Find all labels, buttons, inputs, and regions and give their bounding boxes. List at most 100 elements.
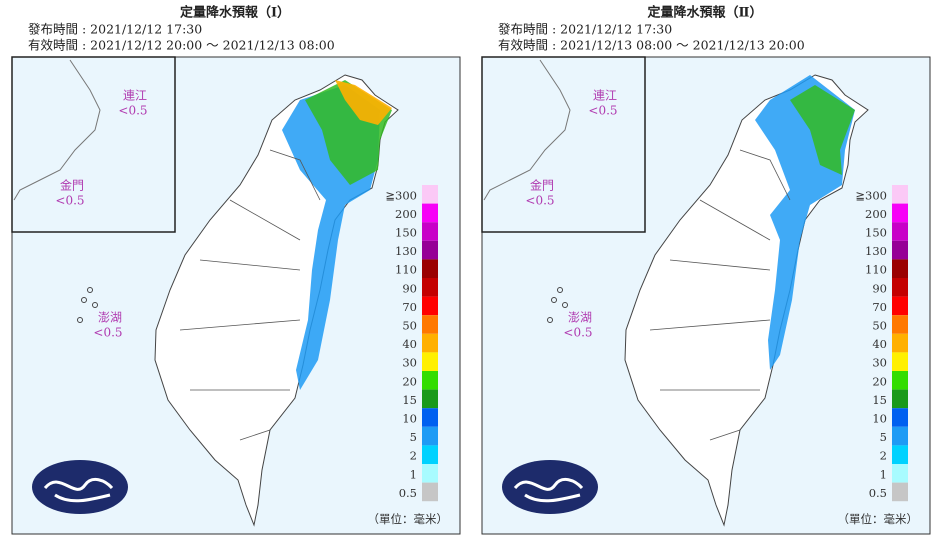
county-lines: [649, 149, 791, 441]
legend-swatch: [422, 185, 438, 204]
inset-value: <0.5: [525, 194, 554, 208]
inset-frame: [481, 56, 646, 233]
legend-label: 90: [872, 281, 887, 295]
legend-label: 10: [402, 412, 417, 426]
cwb-logo-swirl: [43, 477, 114, 503]
legend-label: ≧300: [385, 188, 417, 202]
legend-swatch: [892, 222, 908, 241]
inset-value: <0.5: [55, 194, 84, 208]
panel-title: 定量降水預報（Ⅱ）: [647, 5, 763, 21]
legend-label: 70: [872, 300, 887, 314]
legend-swatch: [422, 389, 438, 409]
legend-label: 40: [402, 337, 417, 351]
legend-swatch: [892, 185, 908, 204]
inset-value: <0.5: [588, 104, 617, 118]
legend-label: 1: [880, 467, 887, 481]
rain-area: [790, 85, 855, 175]
inset-name: 金門: [530, 178, 554, 193]
penghu-island: [562, 302, 568, 308]
china-coast: [483, 59, 571, 201]
legend-swatch: [422, 259, 438, 278]
legend-label: ≧300: [855, 188, 887, 202]
legend-swatch: [422, 278, 438, 297]
inset-frame: [11, 56, 176, 233]
legend-swatch: [422, 352, 438, 371]
legend-swatch: [892, 203, 908, 223]
legend-swatch: [892, 464, 908, 483]
legend-label: 200: [395, 207, 417, 221]
unit-label: （單位：毫米）: [368, 512, 449, 526]
legend-label: 50: [402, 319, 417, 333]
legend-swatch: [892, 389, 908, 409]
legend-label: 150: [395, 226, 417, 240]
rain-area: [335, 80, 392, 125]
inset-name: 澎湖: [568, 310, 592, 325]
legend-label: 2: [410, 449, 417, 463]
legend-swatch: [892, 240, 908, 260]
inset-name: 澎湖: [98, 310, 122, 325]
legend-swatch: [892, 333, 908, 353]
legend-swatch: [892, 371, 908, 390]
legend-label: 90: [402, 281, 417, 295]
unit-label: （單位：毫米）: [838, 512, 919, 526]
legend-label: 30: [402, 356, 417, 370]
legend-label: 15: [402, 393, 417, 407]
legend-swatch: [892, 296, 908, 316]
legend-swatch: [422, 240, 438, 260]
legend-label: 5: [410, 430, 417, 444]
legend-swatch: [422, 426, 438, 446]
inset-name: 金門: [60, 178, 84, 193]
legend-swatch: [422, 371, 438, 390]
penghu-island: [87, 287, 93, 293]
legend-label: 0.5: [869, 486, 887, 500]
legend-label: 10: [872, 412, 887, 426]
legend-swatch: [892, 408, 908, 427]
issue-time: 發布時間 : 2021/12/12 17:30: [498, 22, 672, 37]
penghu-island: [551, 297, 557, 303]
legend-label: 20: [402, 374, 417, 388]
cwb-logo: [502, 460, 598, 514]
valid-time: 有效時間 : 2021/12/12 20:00 ～ 2021/12/13 08:…: [28, 38, 335, 53]
penghu-island: [77, 317, 83, 323]
legend-swatch: [422, 203, 438, 223]
panel-title: 定量降水預報（Ⅰ）: [179, 5, 290, 21]
legend-label: 110: [865, 263, 887, 277]
penghu-island: [547, 317, 553, 323]
legend-label: 110: [395, 263, 417, 277]
legend-label: 20: [872, 374, 887, 388]
cwb-logo: [32, 460, 128, 514]
legend-swatch: [892, 259, 908, 278]
penghu-island: [92, 302, 98, 308]
legend-swatch: [892, 482, 908, 502]
legend-swatch: [422, 333, 438, 353]
legend-label: 130: [865, 244, 887, 258]
legend-label: 50: [872, 319, 887, 333]
legend-swatch: [422, 408, 438, 427]
inset-name: 連江: [123, 89, 147, 103]
penghu-island: [557, 287, 563, 293]
legend-label: 70: [402, 300, 417, 314]
inset-value: <0.5: [118, 104, 147, 118]
legend-label: 0.5: [399, 486, 417, 500]
legend-swatch: [422, 445, 438, 464]
inset-value: <0.5: [93, 326, 122, 340]
legend-swatch: [892, 426, 908, 446]
legend-label: 30: [872, 356, 887, 370]
china-coast: [13, 59, 101, 201]
legend-label: 1: [410, 467, 417, 481]
county-lines: [179, 149, 321, 441]
legend-label: 2: [880, 449, 887, 463]
legend-swatch: [422, 296, 438, 316]
legend-label: 40: [872, 337, 887, 351]
legend-label: 15: [872, 393, 887, 407]
legend-label: 130: [395, 244, 417, 258]
inset-value: <0.5: [563, 326, 592, 340]
legend-swatch: [422, 315, 438, 334]
legend-swatch: [892, 315, 908, 334]
penghu-island: [81, 297, 87, 303]
legend-label: 150: [865, 226, 887, 240]
